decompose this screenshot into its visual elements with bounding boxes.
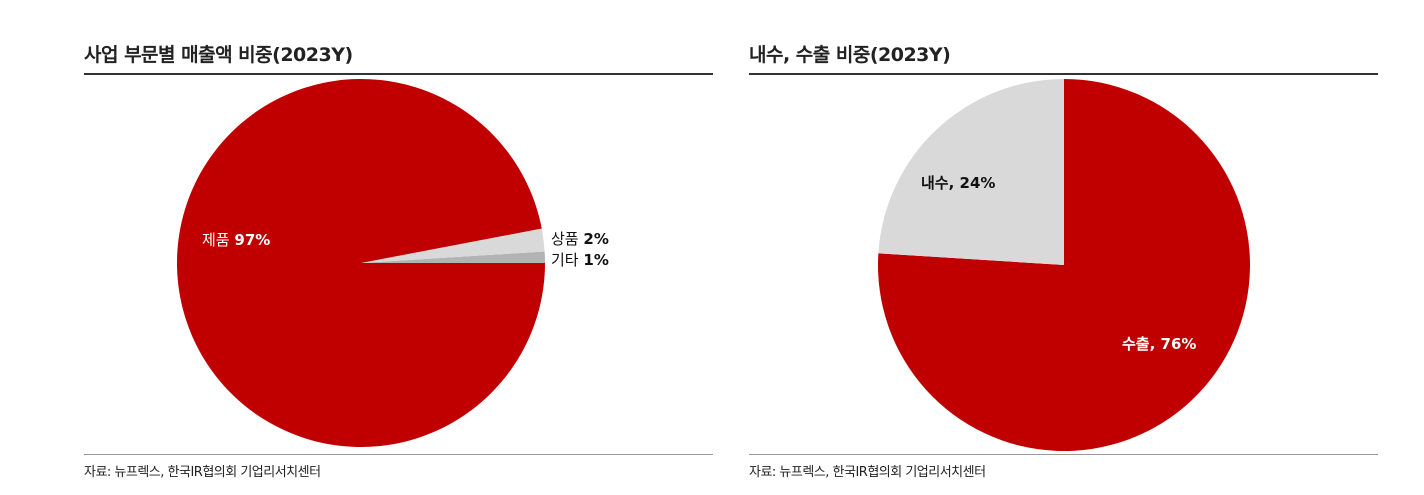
source-note: 자료: 뉴프렉스, 한국IR협의회 기업리서치센터 [749, 465, 986, 480]
pie-chart-domestic-export: 내수, 24% 수출, 76% [878, 79, 1250, 451]
slice-label-goods: 상품 2% [551, 230, 609, 248]
chart-title: 내수, 수출 비중(2023Y) [749, 44, 951, 66]
pie-slice-1 [361, 228, 545, 263]
slice-label-domestic: 내수, 24% [921, 174, 995, 192]
pie-chart-segment: 제품 97% 상품 2% 기타 1% [176, 79, 609, 448]
title-rule [749, 73, 1378, 75]
source-rule [84, 454, 713, 455]
slice-label-export: 수출, 76% [1122, 335, 1196, 353]
pie-slice-2 [361, 251, 545, 263]
pie-slice-0 [176, 79, 545, 448]
pie-slice-1 [878, 79, 1064, 265]
chart-panel-business-segment: 사업 부문별 매출액 비중(2023Y) 제품 97% 상품 2% 기타 1% … [84, 0, 713, 495]
slice-label-other: 기타 1% [551, 251, 609, 269]
title-rule [84, 73, 713, 75]
source-note: 자료: 뉴프렉스, 한국IR협의회 기업리서치센터 [84, 465, 321, 480]
chart-title: 사업 부문별 매출액 비중(2023Y) [84, 44, 353, 66]
chart-panel-domestic-export: 내수, 수출 비중(2023Y) 내수, 24% 수출, 76% 자료: 뉴프렉… [749, 0, 1378, 495]
slice-label-product: 제품 97% [202, 231, 270, 249]
source-rule [749, 454, 1378, 455]
